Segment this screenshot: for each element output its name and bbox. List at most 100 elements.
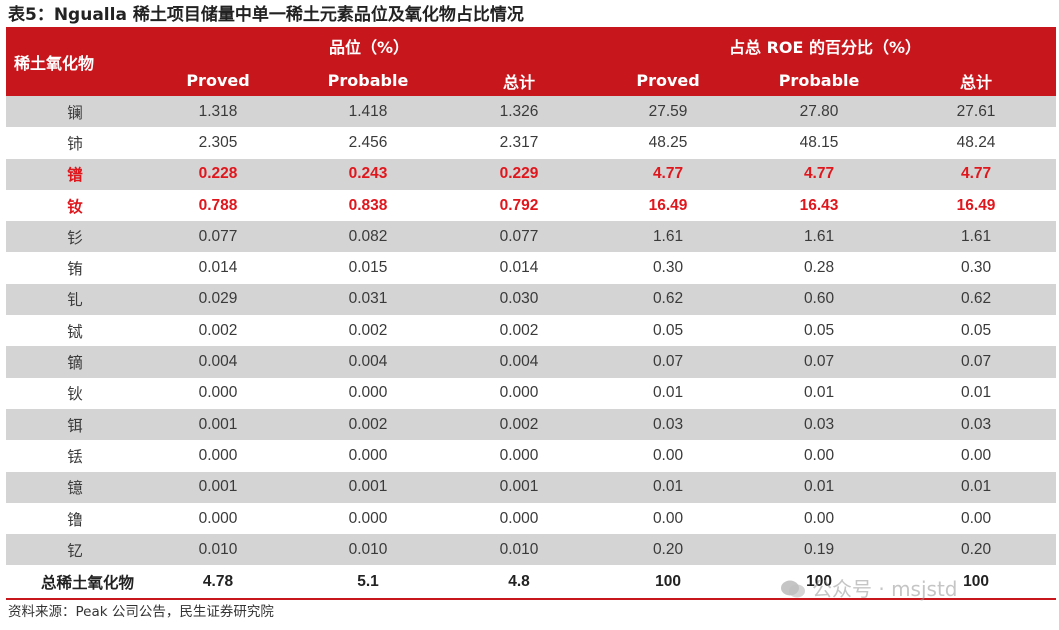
value-cell: 0.00 [652,446,684,464]
chat-bubble-icon [781,580,805,598]
total-label-cell: 总稀土氧化物 [6,565,144,601]
value-cell: 0.082 [292,221,444,253]
value-cell: 0.62 [896,283,1057,316]
value-cell: 0.20 [594,534,743,566]
grade-group-header: 品位（%） [144,27,595,65]
total-value-cell: 100 [896,565,1057,601]
value-cell: 2.456 [348,133,388,151]
col-header: Proved [144,65,292,96]
value-cell: 48.25 [648,133,688,151]
element-name-cell: 钐 [6,221,144,253]
value-cell: 0.243 [292,158,444,190]
table-row: 镨 0.228 0.243 0.229 4.77 4.77 4.77 [6,158,1057,190]
value-cell: 0.000 [499,384,539,402]
value-cell: 2.317 [499,133,539,151]
col-header: 总计 [444,65,595,96]
element-name-cell: 铒 [6,408,144,441]
col-header: Probable [292,65,444,96]
row-header: 稀土氧化物 [6,27,144,96]
value-cell: 0.00 [652,509,684,527]
value-cell: 0.01 [960,384,992,402]
value-cell: 0.07 [742,346,897,378]
element-name-cell: 钬 [67,385,83,404]
value-cell: 0.001 [444,471,595,503]
value-cell: 27.59 [594,96,743,128]
element-name-cell: 铕 [67,260,83,279]
element-name-cell: 铥 [67,447,83,466]
table-row: 铽 0.002 0.002 0.002 0.05 0.05 0.05 [6,315,1056,346]
element-name-cell: 镧 [6,96,144,128]
value-cell: 0.28 [803,259,835,277]
table-row: 钆 0.029 0.031 0.030 0.62 0.60 0.62 [6,283,1057,316]
value-cell: 0.07 [896,346,1057,378]
element-name-cell: 铽 [67,322,83,341]
element-name-cell: 钕 [67,197,83,216]
value-cell: 0.002 [348,321,388,339]
value-cell: 0.30 [652,259,684,277]
value-cell: 27.80 [742,96,897,128]
value-cell: 0.000 [198,446,238,464]
value-cell: 0.229 [444,158,595,190]
value-cell: 0.000 [198,509,238,527]
col-header: 总计 [896,65,1057,96]
value-cell: 0.029 [144,283,292,316]
total-value-cell: 4.8 [444,565,595,601]
value-cell: 0.01 [742,471,897,503]
value-cell: 0.014 [499,259,539,277]
value-cell: 48.15 [799,133,839,151]
value-cell: 0.000 [348,446,388,464]
value-cell: 0.01 [896,471,1057,503]
value-cell: 0.000 [198,384,238,402]
total-value-cell: 4.78 [144,565,292,601]
table-row: 钐 0.077 0.082 0.077 1.61 1.61 1.61 [6,221,1057,253]
table-row: 钕 0.788 0.838 0.792 16.49 16.43 16.49 [6,190,1056,221]
table-row: 镧 1.318 1.418 1.326 27.59 27.80 27.61 [6,96,1057,128]
element-name-cell: 铈 [67,134,83,153]
value-cell: 0.030 [444,283,595,316]
value-cell: 0.001 [144,471,292,503]
value-cell: 0.004 [144,346,292,378]
roe-share-group-header: 占总 ROE 的百分比（%） [594,27,1057,65]
col-header: Proved [594,65,743,96]
watermark: 公众号 · msjstd [780,573,958,602]
value-cell: 0.002 [444,408,595,441]
total-row: 总稀土氧化物 4.78 5.1 4.8 100 100 100 [6,565,1057,601]
value-cell: 0.077 [444,221,595,253]
value-cell: 0.00 [803,509,835,527]
value-cell: 0.03 [896,408,1057,441]
value-cell: 16.49 [648,196,688,214]
table-title: 表5：Ngualla 稀土项目储量中单一稀土元素品位及氧化物占比情况 [8,5,524,25]
table-row: 钇 0.010 0.010 0.010 0.20 0.19 0.20 [6,534,1057,566]
table-row: 铕 0.014 0.015 0.014 0.30 0.28 0.30 [6,252,1056,283]
value-cell: 1.326 [444,96,595,128]
value-cell: 0.014 [198,259,238,277]
table-body: 镧 1.318 1.418 1.326 27.59 27.80 27.61 铈 2.305 2.4… [6,96,1057,601]
table-container: 稀土氧化物 品位（%） 占总 ROE 的百分比（%） Proved Probab… [6,27,1057,601]
total-value-cell: 100 [594,565,743,601]
value-cell: 0.00 [960,509,992,527]
value-cell: 0.01 [803,384,835,402]
table-row: 镥 0.000 0.000 0.000 0.00 0.00 0.00 [6,503,1056,534]
value-cell: 0.000 [499,509,539,527]
value-cell: 0.031 [292,283,444,316]
element-name-cell: 钇 [6,534,144,566]
total-value-cell: 5.1 [292,565,444,601]
rare-earth-table: 稀土氧化物 品位（%） 占总 ROE 的百分比（%） Proved Probab… [6,27,1057,601]
source-note: 资料来源：Peak 公司公告，民生证券研究院 [8,604,274,620]
value-cell: 0.30 [960,259,992,277]
value-cell: 0.010 [292,534,444,566]
element-name-cell: 镝 [6,346,144,378]
value-cell: 0.004 [444,346,595,378]
value-cell: 0.228 [144,158,292,190]
value-cell: 4.77 [742,158,897,190]
value-cell: 0.05 [652,321,684,339]
value-cell: 16.49 [956,196,996,214]
element-name-cell: 钆 [6,283,144,316]
value-cell: 4.77 [594,158,743,190]
value-cell: 0.838 [348,196,388,214]
element-name-cell: 镱 [6,471,144,503]
value-cell: 4.77 [896,158,1057,190]
col-header: Probable [742,65,897,96]
value-cell: 0.015 [348,259,388,277]
total-value-cell: 100 [742,565,897,601]
